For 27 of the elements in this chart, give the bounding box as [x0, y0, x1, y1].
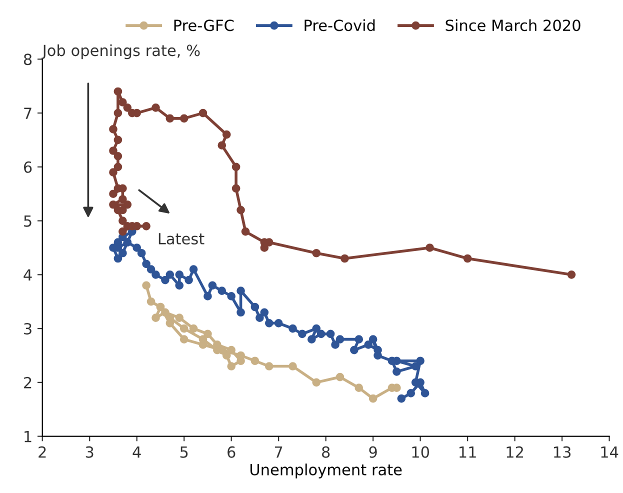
annotation: Latest	[158, 233, 204, 245]
x-tick-label: 10	[412, 446, 430, 458]
legend-label: Since March 2020	[446, 19, 580, 32]
x-tick-label: 12	[506, 446, 523, 458]
x-axis-title: Unemployment rate	[250, 464, 402, 478]
y-tick-label: 8	[24, 54, 32, 66]
y-tick-label: 7	[24, 108, 32, 119]
y-tick-label: 3	[24, 323, 32, 335]
y-tick-label: 5	[24, 215, 32, 227]
x-tick-label: 5	[180, 446, 188, 458]
x-tick-label: 7	[274, 446, 282, 458]
x-tick-label: 6	[228, 446, 236, 458]
y-tick-label: 1	[24, 430, 32, 442]
x-tick-label: 13	[554, 446, 571, 458]
x-tick-label: 4	[132, 446, 141, 458]
y-tick-label: 6	[24, 161, 32, 173]
x-tick-label: 3	[86, 446, 94, 458]
y-axis-title: Job openings rate, %	[42, 44, 200, 60]
x-tick-label: 11	[460, 446, 476, 458]
x-tick-label: 9	[369, 446, 377, 458]
legend-label: Pre-Covid	[304, 19, 375, 32]
x-tick-label: 14	[601, 446, 618, 458]
legend-label: Pre-GFC	[174, 20, 234, 32]
y-tick-label: 4	[24, 269, 32, 280]
x-tick-label: 8	[322, 446, 330, 458]
y-tick-label: 2	[24, 376, 32, 388]
x-tick-label: 2	[38, 446, 46, 458]
